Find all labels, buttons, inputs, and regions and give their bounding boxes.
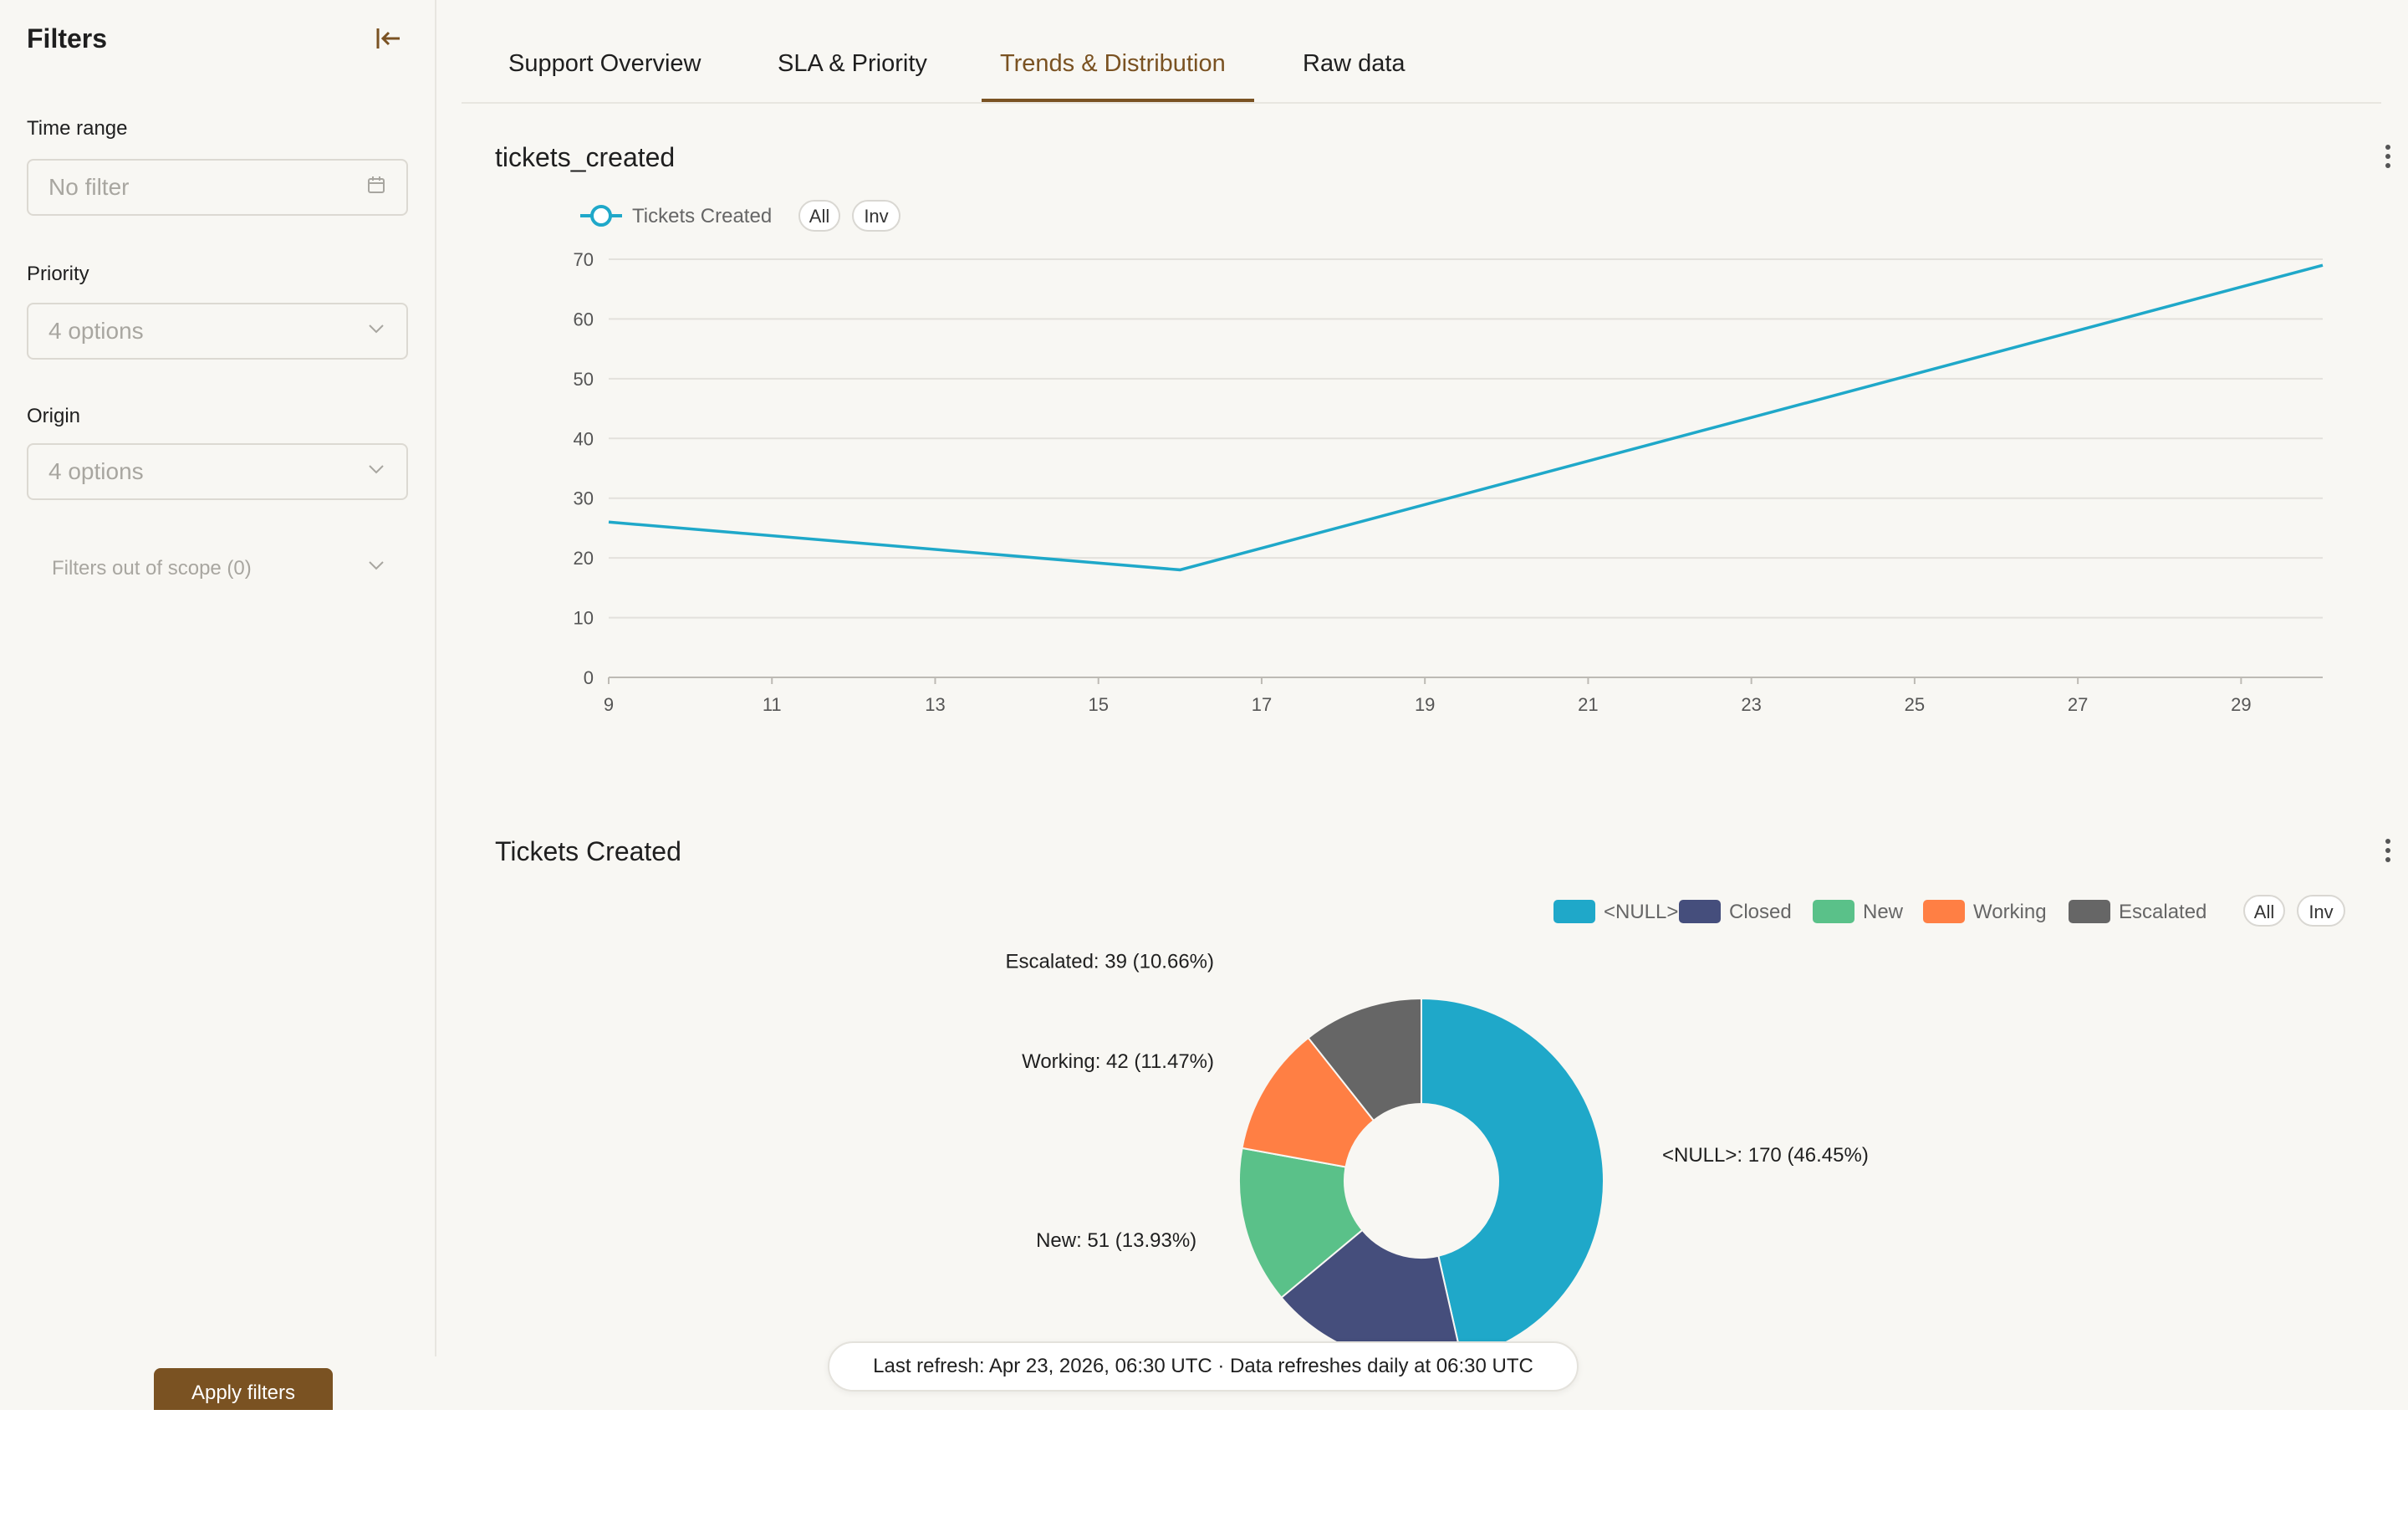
legend-label: Closed xyxy=(1729,901,1792,923)
tab-support-overview[interactable]: Support Overview xyxy=(508,50,701,77)
x-tick-label: 29 xyxy=(2231,694,2251,715)
slice-label: New: 51 (13.93%) xyxy=(1036,1229,1196,1252)
slice-label: Working: 42 (11.47%) xyxy=(1022,1050,1214,1073)
donut-chart: <NULL> Closed New Working Escalated All Inv <N… xyxy=(1006,895,2345,1355)
donut-labels: <NULL>: 170 (46.45%) New: 51 (13.93%) Work… xyxy=(1006,950,1869,1251)
donut-legend-all-label: All xyxy=(2254,901,2274,922)
x-tick-label: 11 xyxy=(763,694,782,715)
y-tick-label: 60 xyxy=(574,309,594,329)
donut-legend-all-button[interactable]: All xyxy=(2243,895,2285,927)
y-tick-label: 10 xyxy=(574,608,594,629)
origin-label: Origin xyxy=(27,405,81,427)
donut-slices xyxy=(1238,997,1605,1355)
time-range-placeholder: No filter xyxy=(48,174,130,200)
line-chart-menu-icon[interactable] xyxy=(2380,140,2396,174)
dashboard-tabs: Support Overview SLA & Priority Trends &… xyxy=(462,0,2381,104)
legend-all-label: All xyxy=(809,206,829,227)
donut-chart-menu-icon[interactable] xyxy=(2380,835,2396,868)
calendar-icon xyxy=(366,174,386,201)
apply-filters-button[interactable]: Apply filters xyxy=(154,1368,333,1410)
donut-legend-inv-button[interactable]: Inv xyxy=(2297,895,2345,927)
time-range-field[interactable]: No filter xyxy=(27,159,408,216)
legend-swatch xyxy=(2069,900,2110,923)
line-series-group xyxy=(608,263,2324,572)
legend-swatch xyxy=(1679,900,1721,923)
slice-null[interactable] xyxy=(1421,997,1605,1355)
legend-series-label[interactable]: Tickets Created xyxy=(632,205,772,227)
filter-sidebar: Filters Time range No filter Priority xyxy=(0,0,436,1356)
donut-legend-inv-label: Inv xyxy=(2309,901,2333,922)
line-y-axis: 0 10 20 30 40 50 60 70 xyxy=(574,249,594,688)
x-tick-label: 19 xyxy=(1415,694,1435,715)
dashboard-app: Filters Time range No filter Priority xyxy=(0,0,2408,1410)
last-refresh-toast: Last refresh: Apr 23, 2026, 06:30 UTC · … xyxy=(828,1341,1579,1392)
y-tick-label: 40 xyxy=(574,428,594,449)
y-tick-label: 20 xyxy=(574,548,594,569)
origin-value: 4 options xyxy=(48,458,144,484)
line-grid xyxy=(609,258,2323,678)
line-legend: Tickets Created All Inv xyxy=(580,200,900,232)
donut-chart-title: Tickets Created xyxy=(495,836,681,866)
legend-swatch xyxy=(1813,900,1854,923)
legend-swatch xyxy=(1923,900,1965,923)
priority-label: Priority xyxy=(27,263,89,285)
y-tick-label: 50 xyxy=(574,369,594,390)
legend-item-working[interactable]: Working xyxy=(1923,900,2047,923)
legend-inv-label: Inv xyxy=(864,206,888,227)
legend-series-marker xyxy=(590,205,612,227)
filters-out-of-scope-toggle[interactable]: Filters out of scope (0) xyxy=(52,555,386,581)
chevron-down-icon xyxy=(366,458,386,485)
donut-legend: <NULL> Closed New Working Escalated All Inv xyxy=(1553,895,2345,927)
x-tick-label: 15 xyxy=(1088,694,1108,715)
slice-new[interactable] xyxy=(1238,1147,1364,1300)
x-tick-label: 17 xyxy=(1252,694,1272,715)
tab-sla-priority[interactable]: SLA & Priority xyxy=(778,50,927,77)
line-chart: Tickets Created All Inv 010203040506070 … xyxy=(574,200,2324,715)
tab-raw-data[interactable]: Raw data xyxy=(1303,50,1406,77)
legend-all-button[interactable]: All xyxy=(798,200,840,232)
slice-closed[interactable] xyxy=(1280,1228,1462,1355)
legend-inv-button[interactable]: Inv xyxy=(852,200,900,232)
slice-escalated[interactable] xyxy=(1307,997,1422,1122)
filters-out-of-scope-label: Filters out of scope (0) xyxy=(52,556,252,580)
active-tab-indicator xyxy=(982,99,1254,102)
chevron-down-icon xyxy=(366,318,386,345)
legend-item-null[interactable]: <NULL> xyxy=(1553,900,1678,923)
chevron-down-icon xyxy=(366,555,386,581)
y-tick-label: 30 xyxy=(574,488,594,509)
legend-label: <NULL> xyxy=(1604,901,1678,923)
x-tick-label: 9 xyxy=(604,694,614,715)
x-tick-label: 23 xyxy=(1741,694,1761,715)
legend-label: Escalated xyxy=(2119,901,2206,923)
slice-label: Escalated: 39 (10.66%) xyxy=(1006,950,1214,973)
legend-label: Working xyxy=(1973,901,2047,923)
y-tick-label: 70 xyxy=(574,249,594,270)
slice-label: <NULL>: 170 (46.45%) xyxy=(1662,1144,1869,1167)
tab-trends-distribution[interactable]: Trends & Distribution xyxy=(1000,50,1226,77)
x-tick-label: 21 xyxy=(1578,694,1598,715)
line-x-axis: 9 11 13 15 17 19 21 23 25 27 29 xyxy=(604,677,2252,715)
legend-item-escalated[interactable]: Escalated xyxy=(2069,900,2206,923)
time-range-label: Time range xyxy=(27,117,128,140)
x-tick-label: 13 xyxy=(925,694,945,715)
sidebar-title: Filters xyxy=(27,23,108,54)
collapse-sidebar-icon[interactable] xyxy=(371,22,405,55)
legend-label: New xyxy=(1863,901,1904,923)
origin-select[interactable]: 4 options xyxy=(27,443,408,500)
legend-item-new[interactable]: New xyxy=(1813,900,1904,923)
line-chart-title: tickets_created xyxy=(495,142,676,172)
priority-select[interactable]: 4 options xyxy=(27,303,408,360)
x-tick-label: 25 xyxy=(1905,694,1925,715)
legend-item-closed[interactable]: Closed xyxy=(1679,900,1792,923)
priority-value: 4 options xyxy=(48,318,144,344)
y-tick-label: 0 xyxy=(584,667,594,688)
x-tick-label: 27 xyxy=(2068,694,2088,715)
legend-swatch xyxy=(1553,900,1595,923)
series-line-tickets-created[interactable] xyxy=(608,263,2324,572)
